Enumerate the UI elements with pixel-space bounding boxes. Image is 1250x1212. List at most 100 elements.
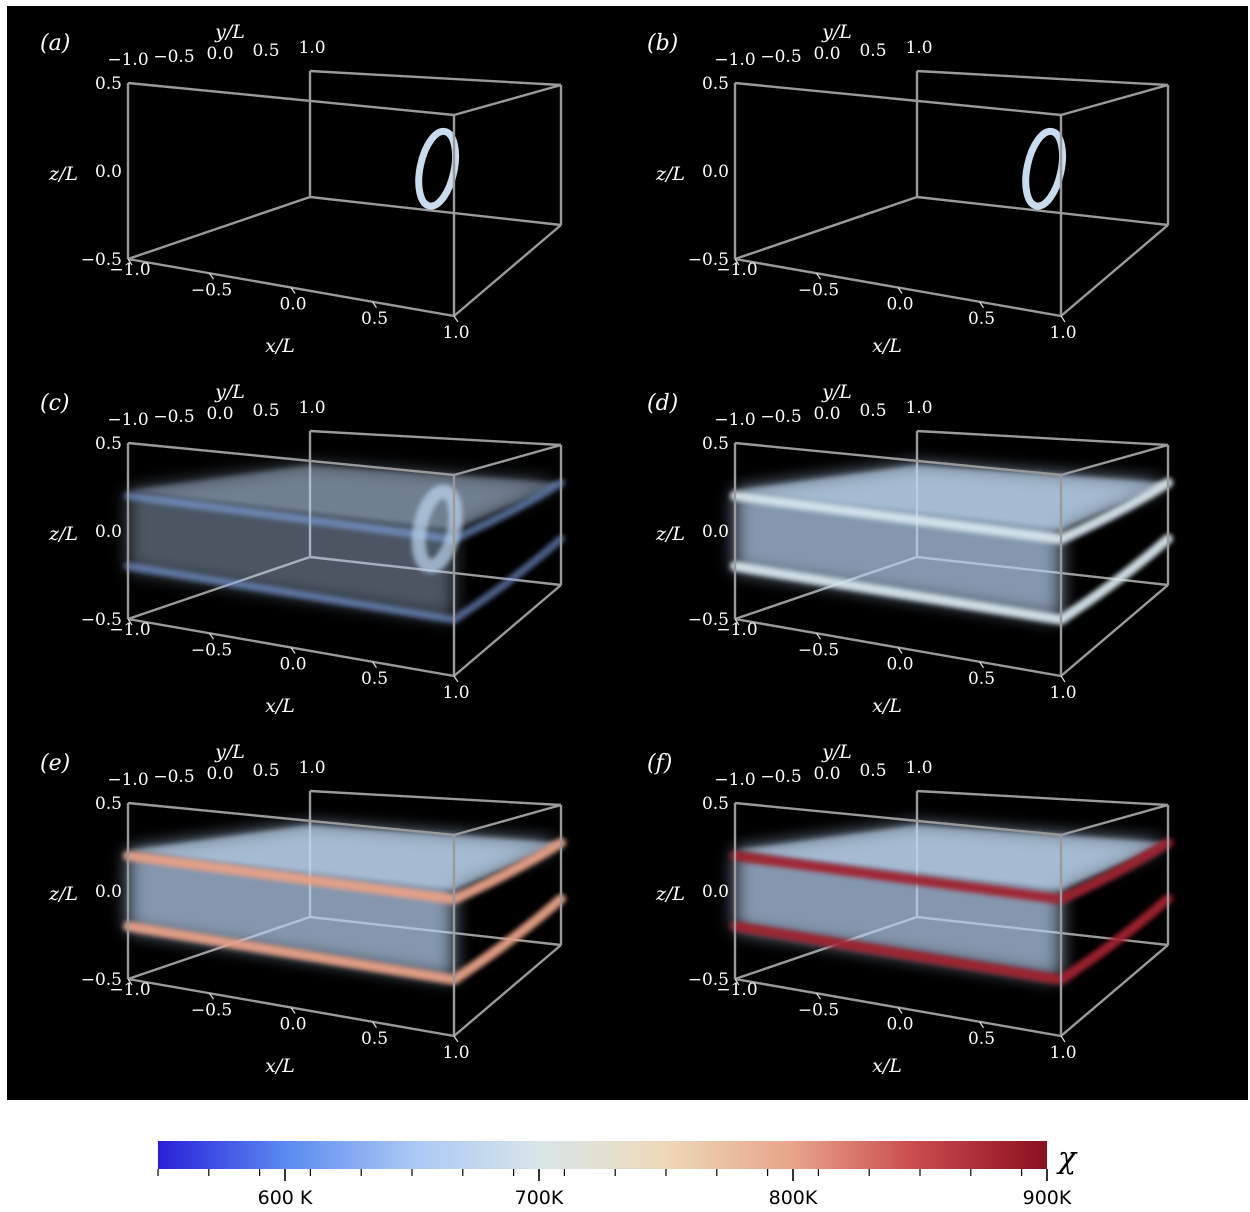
- box-edge-back-top: [309, 69, 562, 87]
- y-axis-label: y/L: [821, 21, 852, 43]
- y-tick-label: 0.5: [859, 401, 886, 421]
- y-tick-label: 0.5: [252, 401, 279, 421]
- colorbar-svg: 600 K 700K 800K 900K χ: [157, 1141, 1078, 1209]
- y-tick-label: 0.5: [252, 41, 279, 61]
- x-tick-mark: [1060, 315, 1066, 323]
- z-tick-label: 0.5: [95, 434, 122, 454]
- x-axis-label: x/L: [265, 1055, 295, 1077]
- y-tick-label: 0.0: [813, 764, 840, 784]
- box-edge-back-top: [916, 429, 1169, 447]
- layer-band-upper: [730, 477, 1173, 545]
- x-tick-label: −0.5: [798, 280, 839, 300]
- y-axis-label: y/L: [821, 381, 852, 403]
- x-tick-mark: [816, 992, 821, 1000]
- box-edge-right-bottom: [1060, 944, 1169, 1037]
- z-tick-label: −0.5: [81, 250, 122, 270]
- y-tick-label: 0.0: [813, 44, 840, 64]
- x-tick-mark: [979, 661, 984, 669]
- box-edge-front-top: [734, 441, 1062, 477]
- x-tick-mark: [1060, 675, 1066, 683]
- y-tick-label: 0.0: [813, 404, 840, 424]
- panel-f-plot: −1.0−0.50.00.51.0x/L−1.0 −0.5 0.0 0.5 1.0y/L…: [647, 741, 1173, 1077]
- x-tick-mark: [372, 661, 377, 669]
- volume-top-sheet: [128, 825, 561, 890]
- y-tick-label: 1.0: [298, 38, 325, 58]
- panel-label: (b): [647, 31, 678, 56]
- y-tick-label: −0.5: [760, 407, 801, 427]
- x-tick-label: −1.0: [716, 620, 757, 640]
- layer-band-lower: [123, 893, 566, 985]
- z-tick-label: −0.5: [688, 610, 729, 630]
- z-tick-label: 0.0: [702, 882, 729, 902]
- layer-band-lower: [124, 534, 565, 624]
- box-edge-back-top: [309, 429, 562, 447]
- x-tick-label: 1.0: [1049, 683, 1076, 703]
- volume-top-sheet: [735, 465, 1168, 530]
- y-tick-label: −0.5: [153, 47, 194, 67]
- y-tick-label: 0.0: [206, 404, 233, 424]
- panel-a-plot: −1.0−0.50.00.51.0x/L−1.0 −0.5 0.0 0.5 1.0y/L…: [40, 21, 563, 357]
- x-tick-mark: [372, 1021, 377, 1029]
- y-tick-label: 1.0: [905, 38, 932, 58]
- x-tick-label: 0.5: [968, 309, 995, 329]
- y-tick-label: 0.5: [859, 41, 886, 61]
- y-tick-label: −1.0: [714, 410, 755, 430]
- figure-panels: −1.0 −0.5 0.0 0.5 1.0 x/L −1.0 −0.5 0.0 0.5 1.0 y/L…: [7, 6, 1248, 1100]
- x-axis-label: x/L: [872, 335, 902, 357]
- z-axis-label: z/L: [655, 163, 685, 185]
- z-tick-label: 0.5: [95, 74, 122, 94]
- x-tick-label: 0.5: [361, 309, 388, 329]
- x-tick-label: −1.0: [716, 260, 757, 280]
- z-tick-label: 0.0: [95, 162, 122, 182]
- panel-label: (e): [40, 751, 70, 776]
- x-tick-label: 1.0: [442, 683, 469, 703]
- box-edge-front-top: [127, 81, 455, 117]
- z-tick-label: 0.0: [95, 882, 122, 902]
- x-tick-label: 0.0: [886, 1015, 913, 1035]
- box-edge-front-top: [127, 441, 455, 477]
- x-tick-mark: [979, 1021, 984, 1029]
- z-tick-label: 0.0: [702, 522, 729, 542]
- x-tick-label: 0.5: [361, 669, 388, 689]
- x-tick-label: −0.5: [191, 280, 232, 300]
- panel-label: (f): [647, 751, 672, 776]
- box-edge-left-bottom: [127, 195, 311, 261]
- z-axis-label: z/L: [48, 523, 78, 545]
- box-edge-right-bottom: [1060, 584, 1169, 677]
- panel-b-plot: −1.0−0.50.00.51.0x/L−1.0 −0.5 0.0 0.5 1.0y/L…: [647, 21, 1170, 357]
- x-tick-mark: [816, 632, 821, 640]
- x-tick-mark: [1060, 1035, 1066, 1043]
- z-tick-label: 0.5: [702, 74, 729, 94]
- panel-c: −1.0 −0.5 0.0 0.5 1.0 x/L −1.0 −0.5 0.0 0.5 1.0 y/L…: [30, 380, 630, 740]
- x-tick-label: 1.0: [1049, 1043, 1076, 1063]
- x-tick-label: 1.0: [1049, 323, 1076, 343]
- layer-band-lower: [730, 533, 1173, 625]
- x-tick-mark: [979, 301, 984, 309]
- x-tick-label: 0.5: [361, 1029, 388, 1049]
- layer-band-upper: [123, 837, 566, 905]
- x-tick-mark: [734, 618, 740, 626]
- x-tick-mark: [897, 1007, 903, 1014]
- box-edge-front-top: [734, 801, 1062, 837]
- z-axis-label: z/L: [48, 883, 78, 905]
- colorbar-gradient: [158, 1141, 1047, 1169]
- z-tick-label: −0.5: [688, 970, 729, 990]
- y-tick-label: −1.0: [714, 770, 755, 790]
- x-tick-label: 0.0: [279, 655, 306, 675]
- box-edge-right-top: [1060, 443, 1169, 477]
- y-tick-label: 1.0: [298, 398, 325, 418]
- x-tick-mark: [209, 992, 214, 1000]
- y-tick-label: 1.0: [298, 758, 325, 778]
- box-edge-front-top: [127, 801, 455, 837]
- z-tick-label: 0.0: [702, 162, 729, 182]
- y-tick-label: 1.0: [905, 758, 932, 778]
- box-edge-right-top: [453, 83, 562, 117]
- colorbar-tick-label: 600 K: [258, 1187, 313, 1209]
- x-tick-label: 0.0: [886, 295, 913, 315]
- panel-d: −1.0 −0.5 0.0 0.5 1.0 x/L −1.0 −0.5 0.0 0.5 1.0 y/L…: [637, 380, 1237, 740]
- y-axis-label: y/L: [821, 741, 852, 763]
- box-edge-right-bottom: [1060, 224, 1169, 317]
- panel-label: (d): [647, 391, 678, 416]
- panel-e: −1.0 −0.5 0.0 0.5 1.0 x/L −1.0 −0.5 0.0 0.5 1.0 y/L…: [30, 740, 630, 1100]
- x-tick-mark: [372, 301, 377, 309]
